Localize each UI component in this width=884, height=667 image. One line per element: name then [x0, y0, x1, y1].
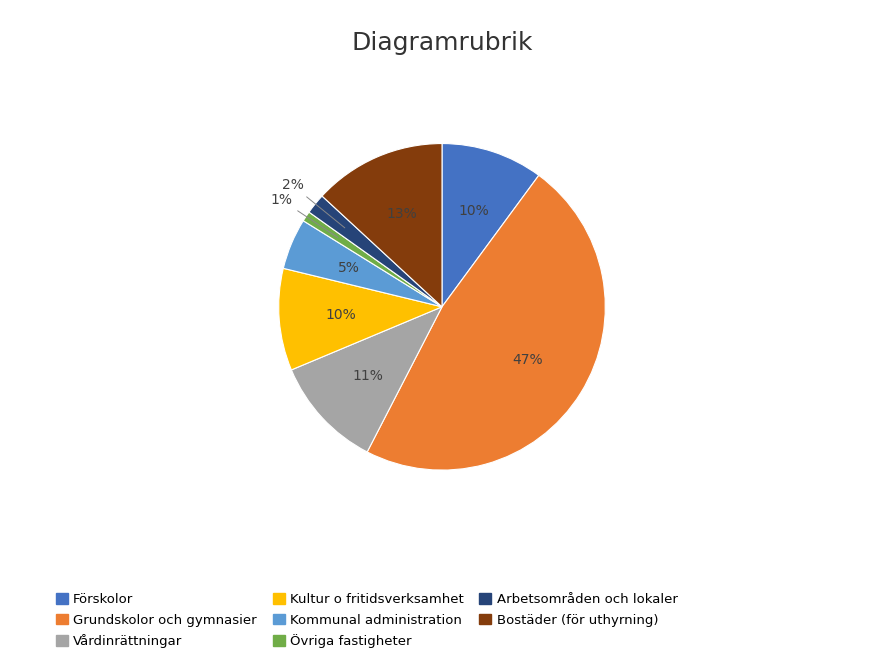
Wedge shape: [283, 221, 442, 307]
Wedge shape: [278, 268, 442, 370]
Wedge shape: [322, 143, 442, 307]
Text: 47%: 47%: [513, 354, 544, 368]
Wedge shape: [309, 196, 442, 307]
Text: 13%: 13%: [386, 207, 416, 221]
Title: Diagramrubrik: Diagramrubrik: [351, 31, 533, 55]
Text: 10%: 10%: [458, 203, 489, 217]
Wedge shape: [367, 175, 606, 470]
Text: 11%: 11%: [352, 368, 383, 382]
Legend: Förskolor, Grundskolor och gymnasier, Vårdinrättningar, Kultur o fritidsverksamh: Förskolor, Grundskolor och gymnasier, Vå…: [50, 588, 682, 654]
Wedge shape: [292, 307, 442, 452]
Text: 1%: 1%: [271, 193, 338, 237]
Text: 2%: 2%: [281, 178, 345, 228]
Wedge shape: [442, 143, 539, 307]
Text: 10%: 10%: [325, 308, 356, 322]
Wedge shape: [303, 212, 442, 307]
Text: 5%: 5%: [338, 261, 360, 275]
